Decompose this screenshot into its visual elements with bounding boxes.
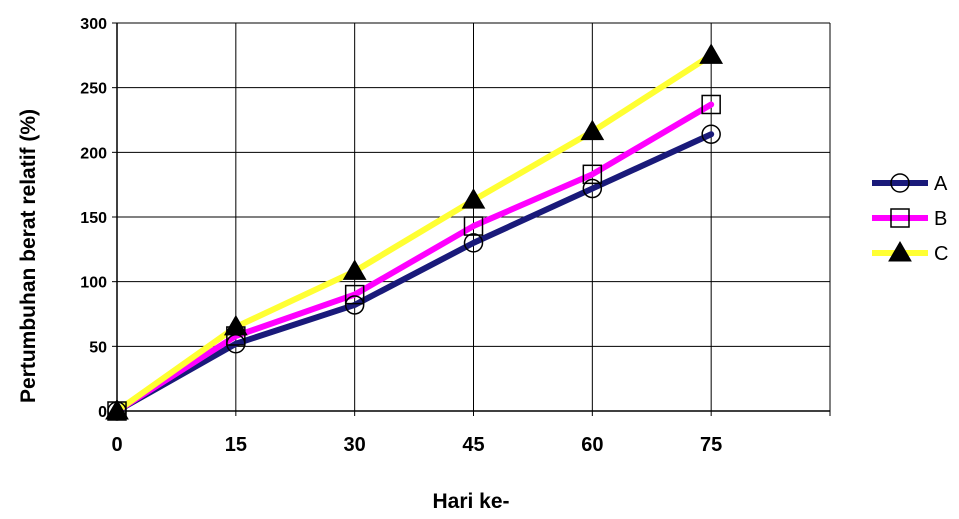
legend-a-marker	[890, 173, 910, 193]
y-tick-label: 0	[98, 404, 107, 421]
x-tick-label: 45	[462, 434, 484, 456]
y-tick-label: 300	[80, 16, 107, 33]
x-tick-labels: 0 15 30 45 60 75	[111, 434, 722, 456]
series-c-line	[114, 52, 715, 414]
series-c-point	[223, 314, 248, 336]
series-layer	[105, 43, 724, 421]
x-axis-title: Hari ke-	[432, 490, 509, 513]
grid	[117, 22, 831, 411]
series-b-point	[344, 284, 365, 305]
x-tick-label: 30	[344, 434, 366, 456]
y-tick-label: 200	[80, 145, 107, 162]
series-b-line	[114, 101, 715, 414]
y-tick-label: 150	[80, 210, 107, 227]
series-c-point	[105, 399, 129, 420]
y-axis-title: Pertumbuhan berat relatif (%)	[17, 109, 40, 403]
x-tick-label: 75	[700, 434, 722, 456]
series-a-line	[114, 131, 715, 414]
series-a-point	[582, 178, 603, 199]
series-c-point	[699, 43, 724, 64]
legend: ABC	[872, 173, 948, 265]
y-tick-label: 250	[80, 81, 107, 98]
series-c-point	[461, 188, 486, 209]
series-c-point	[342, 259, 367, 280]
legend-a-label: A	[934, 173, 948, 195]
x-tick-label: 15	[225, 434, 247, 456]
series-b-point	[701, 94, 721, 115]
axes	[112, 22, 831, 416]
series-a-point	[701, 124, 721, 144]
legend-b-marker	[890, 208, 910, 228]
series-c-point	[580, 119, 605, 141]
x-tick-label: 0	[111, 434, 122, 456]
y-tick-labels: 0 50 100 150 200 250 300	[80, 16, 107, 421]
series-a-point	[463, 233, 484, 253]
series-b-point	[582, 164, 603, 185]
series-b-point	[463, 216, 484, 236]
legend-c-marker	[888, 241, 912, 262]
y-tick-label: 100	[80, 275, 107, 292]
y-tick-label: 50	[89, 339, 107, 356]
legend-b-label: B	[934, 208, 947, 230]
legend-c-label: C	[934, 243, 948, 265]
x-tick-label: 60	[581, 434, 603, 456]
series-a-point	[344, 295, 365, 315]
